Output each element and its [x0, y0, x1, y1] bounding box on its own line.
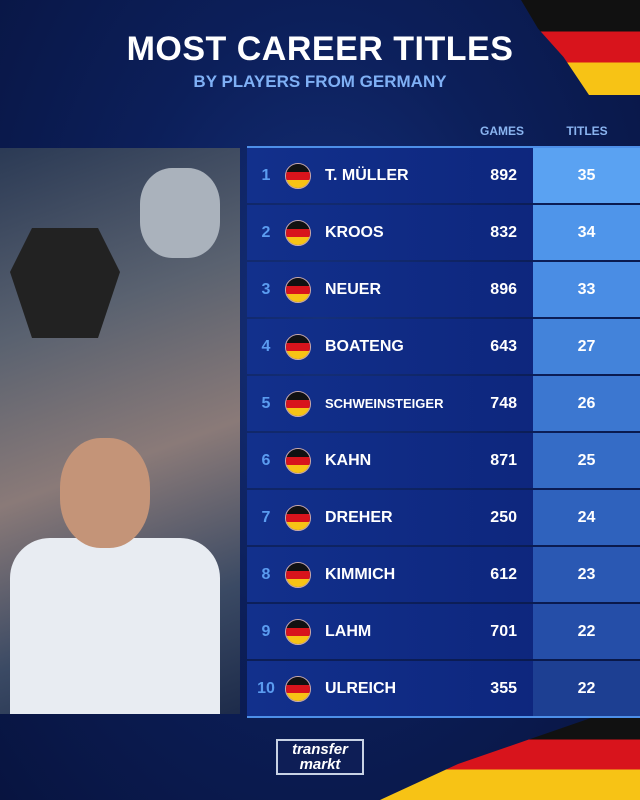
- page-title: MOST CAREER TITLES: [126, 30, 514, 68]
- table-row: 7 DREHER 250 24: [247, 490, 640, 545]
- games-value: 355: [490, 679, 517, 697]
- player-name: KIMMICH: [325, 565, 396, 583]
- germany-flag-icon: [285, 390, 311, 417]
- germany-flag-icon: [285, 162, 311, 189]
- titles-value: 34: [533, 205, 640, 260]
- titles-value: 35: [533, 148, 640, 203]
- player-name: KROOS: [325, 223, 384, 241]
- table-row: 3 NEUER 896 33: [247, 262, 640, 317]
- games-value: 643: [490, 337, 517, 355]
- games-header: GAMES: [479, 124, 524, 138]
- table-row: 5 SCHWEINSTEIGER 748 26: [247, 376, 640, 431]
- titles-header: TITLES: [566, 124, 608, 138]
- player-name: ULREICH: [325, 679, 397, 697]
- logo-text: markt: [299, 756, 341, 773]
- player-name: LAHM: [325, 622, 372, 640]
- rank: 3: [261, 280, 271, 298]
- logo-text: transfer: [292, 741, 348, 758]
- titles-value: 24: [533, 490, 640, 545]
- player-name: BOATENG: [325, 337, 404, 355]
- table-row: 2 KROOS 832 34: [247, 205, 640, 260]
- games-value: 871: [490, 451, 517, 469]
- page-subtitle: BY PLAYERS FROM GERMANY: [193, 72, 447, 91]
- rank: 6: [261, 451, 271, 469]
- rank: 1: [261, 166, 271, 184]
- games-value: 612: [490, 565, 517, 583]
- titles-value: 25: [533, 433, 640, 488]
- player-name: NEUER: [325, 280, 382, 298]
- player-name: T. MÜLLER: [325, 166, 409, 184]
- ranking-table: 1 T. MÜLLER 892 35 2 KROOS 832 34 3 NEUER …: [247, 146, 640, 718]
- rank: 2: [261, 223, 271, 241]
- games-value: 748: [490, 394, 517, 412]
- germany-flag-icon: [285, 504, 311, 531]
- rank: 4: [261, 337, 271, 355]
- table-row: 6 KAHN 871 25: [247, 433, 640, 488]
- rank: 9: [261, 622, 271, 640]
- rank: 7: [261, 508, 271, 526]
- transfermarkt-logo: transfer markt: [276, 739, 364, 775]
- rank: 8: [261, 565, 271, 583]
- rank: 10: [257, 679, 275, 697]
- rank: 5: [261, 394, 271, 412]
- germany-flag-icon: [285, 219, 311, 246]
- games-value: 832: [490, 223, 517, 241]
- table-row: 10 ULREICH 355 22: [247, 661, 640, 716]
- table-row: 1 T. MÜLLER 892 35: [247, 148, 640, 203]
- games-value: 250: [490, 508, 517, 526]
- player-name: SCHWEINSTEIGER: [325, 396, 444, 411]
- germany-flag-icon: [285, 447, 311, 474]
- germany-flag-icon: [285, 333, 311, 360]
- germany-flag-icon: [285, 276, 311, 303]
- titles-value: 23: [533, 547, 640, 602]
- table-row: 4 BOATENG 643 27: [247, 319, 640, 374]
- titles-value: 22: [533, 661, 640, 716]
- germany-flag-icon: [285, 618, 311, 645]
- titles-value: 22: [533, 604, 640, 659]
- titles-value: 26: [533, 376, 640, 431]
- germany-flag-icon: [285, 675, 311, 702]
- games-value: 892: [490, 166, 517, 184]
- player-name: DREHER: [325, 508, 393, 526]
- player-photo: [0, 148, 240, 714]
- germany-flag-icon: [285, 561, 311, 588]
- titles-value: 33: [533, 262, 640, 317]
- games-value: 896: [490, 280, 517, 298]
- titles-value: 27: [533, 319, 640, 374]
- table-row: 8 KIMMICH 612 23: [247, 547, 640, 602]
- player-name: KAHN: [325, 451, 372, 469]
- games-value: 701: [490, 622, 517, 640]
- table-row: 9 LAHM 701 22: [247, 604, 640, 659]
